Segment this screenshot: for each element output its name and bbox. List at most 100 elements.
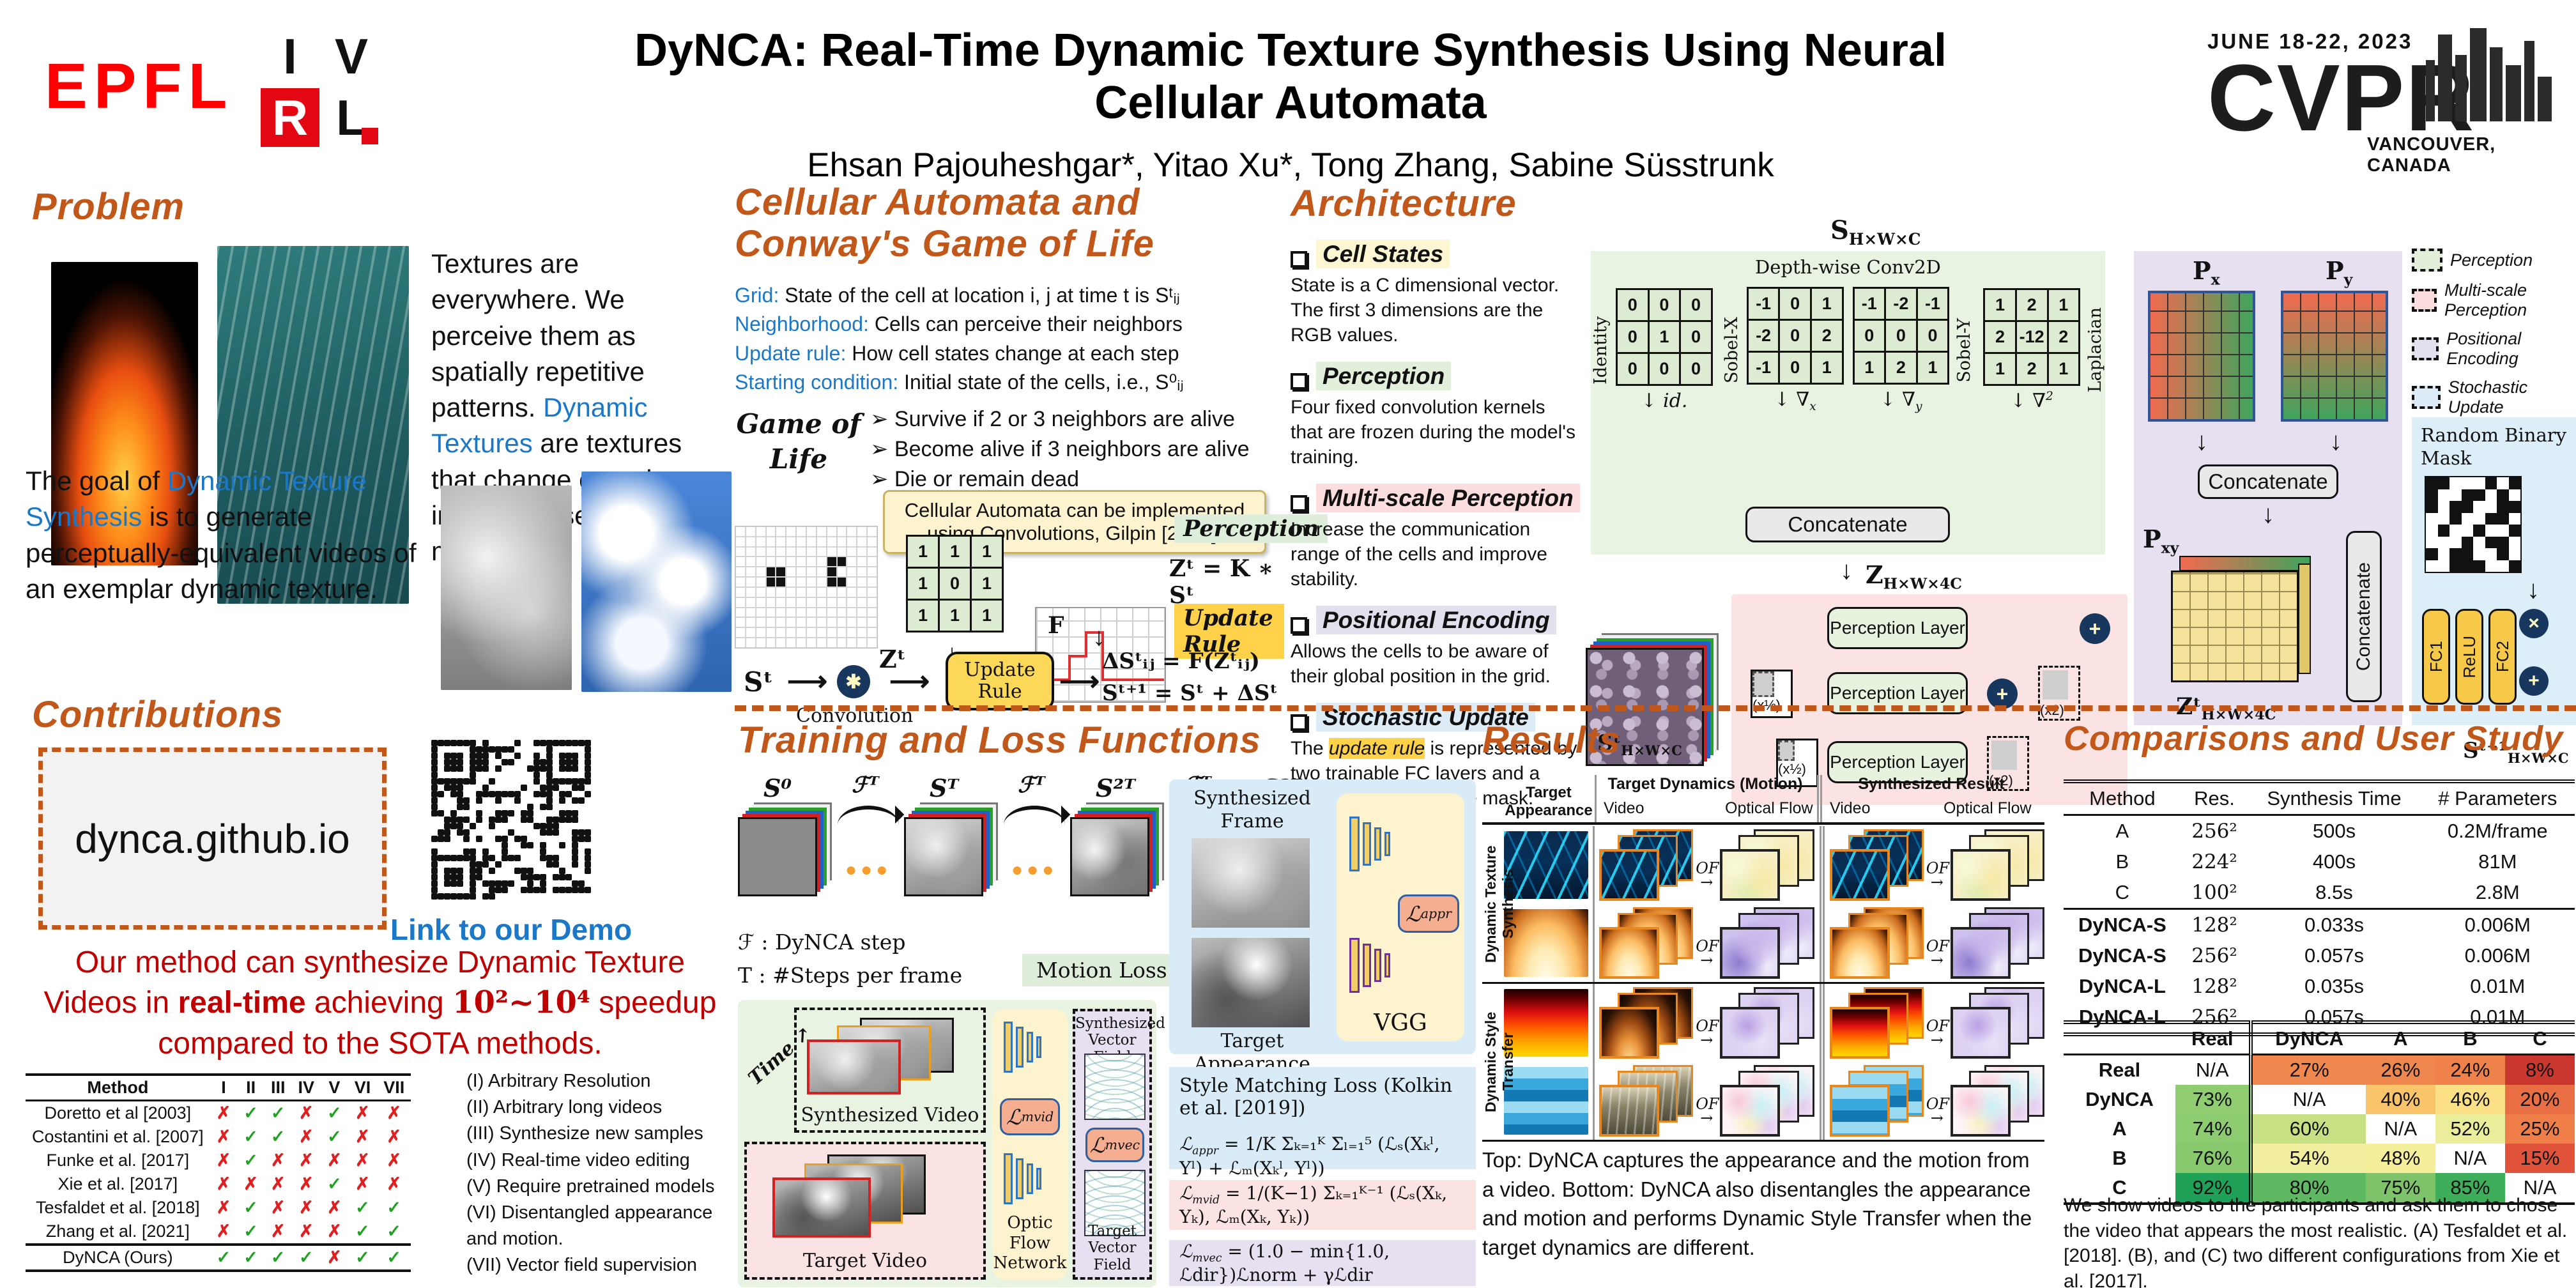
cross-icon: ✗	[216, 1127, 231, 1146]
study-cell: 76%	[2175, 1144, 2251, 1173]
perf-method: DyNCA-L	[2078, 975, 2166, 997]
perf-time: 400s	[2312, 850, 2356, 873]
column-divider	[1593, 984, 1595, 1062]
cross-icon: ✗	[298, 1174, 314, 1193]
kernel-cell: 0	[1778, 319, 1812, 353]
legend-row: Multi-scale Perception	[2412, 280, 2576, 320]
kernel-cell: 1	[2046, 288, 2081, 322]
target-appearance-image	[1504, 989, 1588, 1057]
perf-method: A	[2115, 820, 2129, 842]
group-divider	[1819, 984, 1825, 1062]
synthesized-video-stack	[1829, 829, 1924, 901]
fc-pill-label: FC1	[2426, 641, 2446, 673]
study-cell: 15%	[2504, 1144, 2575, 1173]
section-architecture: Architecture Cell States State is a C dim…	[1291, 182, 2576, 809]
perf-col-header: Synthesis Time	[2267, 787, 2402, 809]
check-icon: ✓	[216, 1248, 231, 1267]
perf-res: 256²	[2191, 944, 2237, 967]
col-optical-flow-2: Optical Flow	[1943, 799, 2032, 817]
arrow-right-icon: →	[1930, 951, 1943, 969]
py-label: Py	[2326, 256, 2353, 289]
op-name: ∇	[1796, 388, 1810, 411]
cellular-heading-2: Conway's Game of Life	[735, 222, 1154, 264]
add-icon: +	[1987, 678, 2018, 709]
perf-time: 0.035s	[2304, 975, 2365, 997]
cross-icon: ✗	[216, 1174, 231, 1193]
study-cell: 85%	[2435, 1173, 2505, 1204]
target-video-label: Target Video	[802, 1250, 928, 1272]
appr-formula: ℒappr = 1/K Σₖ₌₁ᴷ Σₗ₌₁⁵ (ℒₛ(Xₖˡ, Yˡ) + ℒ…	[1179, 1133, 1440, 1179]
col-optical-flow: Optical Flow	[1725, 799, 1813, 817]
ivrl-letter-i: I	[283, 27, 297, 84]
feature-col-header: II	[246, 1078, 256, 1097]
comparisons-heading: Comparisons and User Study	[2064, 719, 2564, 758]
arrow-down-icon: ↓	[1641, 390, 1664, 412]
arrow-down-icon: ↓	[2010, 390, 2033, 412]
poster-authors: Ehsan Pajouheshgar*, Yitao Xu*, Tong Zha…	[807, 146, 1774, 184]
cross-icon: ✗	[216, 1103, 231, 1123]
feature-table: Method I II III IV V VI VII Doretto et al [2003…	[26, 1073, 411, 1272]
ivrl-letter-r: R	[261, 88, 319, 147]
study-row-header: A	[2112, 1117, 2127, 1140]
kernel-cell: -1	[1746, 351, 1781, 385]
results-row: OF → OF →	[1504, 1062, 2044, 1140]
skyline-icon	[2426, 26, 2552, 121]
convolution-op-icon: ✱	[837, 665, 870, 698]
add-icon: +	[2519, 666, 2549, 696]
website-link[interactable]: dynca.github.io	[75, 815, 350, 862]
kernel-cell: 1	[938, 599, 972, 632]
cellular-definition: Neighborhood: Cells can perceive their n…	[735, 310, 1284, 339]
qr-code[interactable]	[431, 740, 591, 900]
target-video-box: Target Video	[744, 1142, 986, 1280]
study-cell: 92%	[2175, 1173, 2251, 1204]
kernel-cell: -1	[1915, 287, 1950, 321]
op-name: ∇	[2032, 390, 2046, 412]
study-table-row: B 76% 54% 48% N/A 15%	[2064, 1144, 2575, 1173]
fc-pill-fc2: FC2	[2488, 609, 2517, 705]
ivrl-logo: I V R L	[261, 27, 381, 147]
study-cell: 54%	[2249, 1144, 2366, 1173]
fc-layers: FC1 ReLU FC2	[2422, 609, 2517, 705]
kernel-label: Laplacian	[2085, 307, 2105, 393]
cross-icon: ✗	[327, 1248, 342, 1267]
cross-icon: ✗	[355, 1174, 370, 1193]
feature-table-row: Xie et al. [2017] ✗ ✗ ✗ ✗ ✓ ✗ ✗	[26, 1172, 411, 1196]
demo-link[interactable]: Link to our Demo	[377, 912, 645, 947]
problem-text: The goal of	[26, 466, 167, 496]
architecture-item: Positional Encoding Allows the cells to b…	[1291, 606, 1581, 689]
add-icon: +	[2080, 613, 2110, 644]
perf-time: 8.5s	[2315, 881, 2353, 903]
frame	[1950, 1085, 2011, 1137]
check-icon: ✓	[327, 1103, 342, 1123]
study-corner	[2064, 1022, 2175, 1055]
results-group-label: Dynamic Texture Synthesis	[1482, 845, 1516, 963]
fc-pill-label: FC2	[2492, 641, 2512, 673]
cross-icon: ✗	[327, 1198, 342, 1217]
kernel-cell: 1	[906, 567, 940, 601]
synthesized-vf-image	[1084, 1054, 1146, 1120]
fc-pill-label: ReLU	[2459, 635, 2479, 678]
arrow-down-icon: ↓	[2329, 427, 2342, 456]
feature-table-row: DyNCA (Ours) ✓ ✓ ✓ ✓ ✗ ✓ ✓	[26, 1245, 411, 1271]
architecture-item-title: Cell States	[1291, 240, 1581, 268]
of-arrow-label: OF →	[1926, 998, 1949, 1048]
concatenate-box-3: Concatenate	[2346, 531, 2382, 702]
water-texture-image	[217, 246, 409, 604]
cellular-definition: Grid: State of the cell at location i, j…	[735, 281, 1284, 310]
architecture-item-name: Cell States	[1316, 240, 1450, 268]
method-name: Costantini et al. [2007]	[32, 1127, 204, 1146]
arrow-right-icon: →	[1700, 1109, 1713, 1127]
architecture-item-title: Perception	[1291, 362, 1581, 390]
feature-legend-item: (IV) Real-time video editing	[466, 1149, 690, 1170]
pxy-cube-image	[2171, 556, 2311, 682]
cross-icon: ✗	[355, 1127, 370, 1146]
legend-row: Positional Encoding	[2412, 329, 2576, 369]
col-target-dynamics: Target Dynamics (Motion)	[1607, 775, 1803, 793]
cross-icon: ✗	[327, 1151, 342, 1170]
ivrl-letter-v: V	[334, 27, 369, 84]
kernel-cell: 0	[1884, 319, 1918, 353]
mvid-formula: ℒmvid = 1/(K−1) Σₖ₌₁ᴷ⁻¹ (ℒₛ(Xₖ, Yₖ), ℒₘ(…	[1179, 1182, 1448, 1228]
study-col-header: DyNCA	[2249, 1022, 2366, 1055]
frame	[1950, 849, 2011, 901]
